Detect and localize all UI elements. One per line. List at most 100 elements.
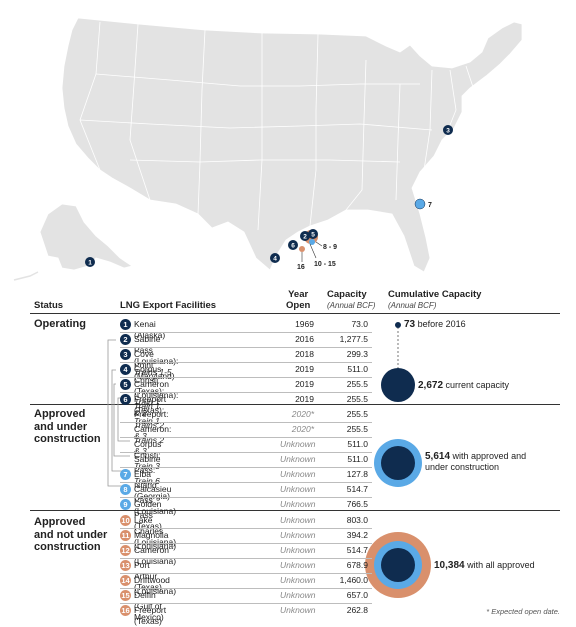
facility-capacity: 394.2 (346, 530, 368, 540)
marker-4[interactable]: 4 (270, 253, 280, 263)
facility-year-open: Unknown (280, 439, 316, 449)
row-divider (120, 573, 372, 574)
cumulative-label-5614: 5,614 with approved and under constructio… (425, 451, 527, 472)
capacity-header: Capacity (Annual BCF) (327, 289, 376, 310)
facility-capacity: 657.0 (346, 590, 368, 600)
row-divider (120, 528, 372, 529)
facility-number-badge: 1 (120, 319, 131, 330)
facility-capacity: 255.5 (346, 394, 368, 404)
cumulative-label-10384: 10,384 with all approved (434, 560, 535, 571)
facility-name: Freeport: Trains 2 & 3 (134, 409, 169, 441)
marker-16[interactable]: 16 (297, 246, 305, 271)
facility-year-open: Unknown (280, 469, 316, 479)
facility-year-open: Unknown (280, 484, 316, 494)
facilities-header: LNG Export Facilities (120, 300, 217, 311)
row-divider (120, 558, 372, 559)
contiguous-us-shape (61, 17, 523, 273)
alaska-shape (39, 203, 133, 271)
facility-number-badge: 4 (120, 364, 131, 375)
us-map: 1 3 7 4 6 16 2 5 8 - 9 10 - 15 (13, 17, 523, 281)
svg-text:16: 16 (297, 264, 305, 271)
facility-name: Cameron (Louisiana): Train 1 (134, 379, 179, 411)
facility-capacity: 511.0 (347, 364, 368, 374)
facility-year-open: Unknown (280, 560, 316, 570)
cumulative-bubble-5614-inner (381, 446, 415, 480)
cumulative-label-2672: 2,672 current capacity (418, 380, 510, 391)
facility-number-badge: 5 (120, 379, 131, 390)
row-divider (120, 543, 372, 544)
marker-3[interactable]: 3 (443, 125, 453, 135)
separator-approved-not (30, 510, 560, 511)
facility-capacity: 73.0 (351, 319, 368, 329)
facility-name: Cameron (Louisiana) (134, 545, 177, 566)
svg-text:7: 7 (428, 202, 432, 209)
cumulative-bubble-10384-inner (381, 548, 415, 582)
facility-number-badge: 3 (120, 349, 131, 360)
status-operating: Operating (34, 318, 86, 330)
marker-6[interactable]: 6 (288, 240, 298, 250)
facility-capacity: 255.5 (346, 409, 368, 419)
svg-text:2: 2 (303, 234, 307, 241)
facility-year-open: 2016 (295, 334, 314, 344)
facility-name: Calcasieu Pass (Louisiana) (134, 484, 177, 516)
facility-year-open: 2020* (291, 409, 314, 419)
facility-capacity: 514.7 (346, 484, 368, 494)
year-open-header: Year Open (286, 289, 311, 311)
status-header: Status (34, 300, 64, 311)
facility-capacity: 511.0 (347, 439, 368, 449)
facility-name: Elba Island (Georgia) (134, 469, 170, 501)
facility-number-badge: 11 (120, 530, 131, 541)
facility-name: Cameron: Trains 2 & 3 (134, 424, 172, 456)
facility-name: Sabine Pass: Train 6 (134, 454, 161, 486)
facility-name: Driftwood (Louisiana) (134, 575, 177, 596)
facility-capacity: 255.5 (346, 424, 368, 434)
facility-number-badge: 8 (120, 484, 131, 495)
facility-year-open: Unknown (280, 499, 316, 509)
svg-text:10 - 15: 10 - 15 (314, 261, 336, 268)
row-divider (120, 332, 372, 333)
facility-year-open: Unknown (280, 515, 316, 525)
row-divider (120, 452, 372, 453)
facility-name: Golden Pass (Texas) (134, 499, 162, 531)
facility-name: Magnolia (Louisiana) (134, 530, 177, 551)
facility-capacity: 262.8 (346, 605, 368, 615)
facility-number-badge: 12 (120, 545, 131, 556)
row-divider (120, 437, 372, 438)
svg-text:8 - 9: 8 - 9 (323, 244, 337, 251)
facility-year-open: 2019 (295, 394, 314, 404)
facility-capacity: 678.9 (346, 560, 368, 570)
svg-text:1: 1 (88, 260, 92, 267)
row-divider (120, 422, 372, 423)
facility-number-badge: 15 (120, 590, 131, 601)
facility-number-badge: 13 (120, 560, 131, 571)
facility-year-open: Unknown (280, 605, 316, 615)
row-divider (120, 482, 372, 483)
marker-1[interactable]: 1 (85, 257, 95, 267)
row-divider (120, 467, 372, 468)
facility-capacity: 514.7 (346, 545, 368, 555)
facility-capacity: 127.8 (346, 469, 368, 479)
facility-name: Freeport (Texas) (134, 605, 167, 626)
row-divider (120, 377, 372, 378)
row-divider (120, 362, 372, 363)
facility-year-open: 2018 (295, 349, 314, 359)
facility-name: Corpus Christi (Texas): Train 1 & 2 (134, 364, 165, 418)
row-divider (120, 497, 372, 498)
facility-year-open: 2019 (295, 364, 314, 374)
facility-year-open: Unknown (280, 545, 316, 555)
facility-name: Port Arthur (Texas) (134, 560, 162, 592)
marker-cluster-gulf[interactable]: 2 5 8 - 9 10 - 15 (300, 229, 337, 268)
facility-name: Delfin (Gulf of Mexico) (134, 590, 164, 622)
marker-7[interactable]: 7 (414, 198, 432, 210)
facility-name: Corpus Christi: Train 3 (134, 439, 162, 471)
aleutian-islands (13, 271, 39, 281)
footnote: * Expected open date. (486, 607, 560, 616)
facility-year-open: 2019 (295, 379, 314, 389)
facility-capacity: 803.0 (346, 515, 368, 525)
row-divider (120, 392, 372, 393)
facility-number-badge: 9 (120, 499, 131, 510)
facility-number-badge: 7 (120, 469, 131, 480)
facility-name: Cove Point (Maryland) (134, 349, 175, 381)
separator-approved-under (30, 404, 560, 405)
svg-text:3: 3 (446, 128, 450, 135)
